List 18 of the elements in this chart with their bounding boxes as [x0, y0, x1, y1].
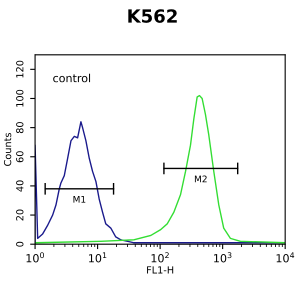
y-tick-label: 20: [16, 210, 24, 221]
y-tick-label: 120: [16, 60, 24, 78]
chart-title: K562: [128, 9, 177, 23]
y-tick-label: 40: [16, 180, 24, 192]
series-label: M1: [73, 196, 86, 203]
y-tick-label: 0: [16, 242, 24, 247]
x-tick-label: 10$^{4}$: [276, 252, 294, 262]
series-label: M2: [194, 176, 207, 182]
x-axis-title: FL1-H: [147, 266, 174, 274]
x-tick-label: 10$^{1}$: [89, 252, 106, 262]
annotation: control: [53, 74, 90, 82]
y-tick-label: 100: [16, 90, 24, 107]
x-tick-label: 10$^{0}$: [26, 252, 44, 262]
x-tick-label: 10$^{3}$: [214, 252, 232, 262]
y-axis-title: Counts: [4, 132, 12, 166]
x-tick-label: 10$^{2}$: [152, 252, 169, 262]
y-tick-label: 80: [16, 122, 24, 134]
y-tick-label: 60: [16, 151, 24, 162]
